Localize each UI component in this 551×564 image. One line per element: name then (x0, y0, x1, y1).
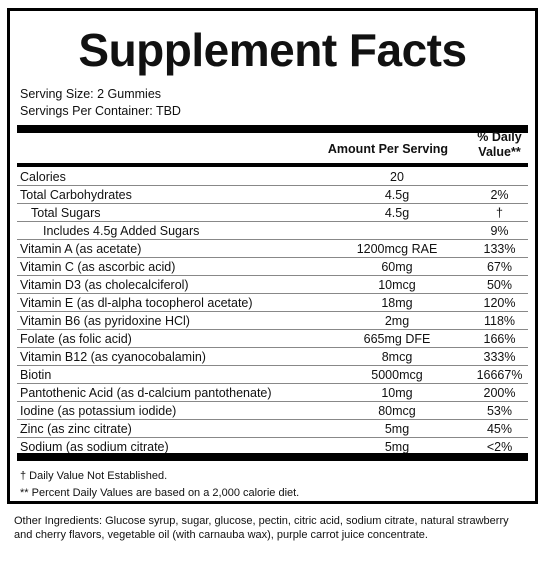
row-separator (17, 419, 528, 420)
nutrient-name: Vitamin E (as dl-alpha tocopherol acetat… (20, 296, 253, 310)
thick-divider-bottom (17, 453, 528, 461)
nutrient-name: Calories (20, 170, 66, 184)
nutrient-name: Iodine (as potassium iodide) (20, 404, 177, 418)
row-separator (17, 383, 528, 384)
nutrient-daily-value: 166% (483, 332, 516, 346)
row-separator (17, 293, 528, 294)
row-separator (17, 239, 528, 240)
nutrient-row: Sodium (as sodium citrate) 5mg <2% (17, 438, 528, 456)
nutrient-name: Vitamin B6 (as pyridoxine HCl) (20, 314, 190, 328)
row-separator (17, 437, 528, 438)
nutrient-amount: 4.5g (384, 188, 410, 202)
nutrient-daily-value: 67% (486, 260, 513, 274)
nutrient-daily-value: 2% (490, 188, 509, 202)
row-separator (17, 311, 528, 312)
nutrient-amount: 20 (390, 170, 404, 184)
supplement-facts-panel: Supplement Facts Serving Size: 2 Gummies… (7, 8, 538, 504)
row-separator (17, 185, 528, 186)
nutrient-amount: 5mg (384, 440, 410, 454)
panel-title: Supplement Facts (78, 24, 467, 76)
nutrient-name: Vitamin C (as ascorbic acid) (20, 260, 176, 274)
daily-value-header-line2: Value** (478, 145, 521, 159)
nutrient-name: Includes 4.5g Added Sugars (43, 224, 200, 238)
nutrient-amount: 1200mcg RAE (356, 242, 438, 256)
nutrient-name: Biotin (20, 368, 52, 382)
nutrient-amount: 10mcg (378, 278, 416, 292)
row-separator (17, 329, 528, 330)
nutrient-row: Pantothenic Acid (as d-calcium pantothen… (17, 384, 528, 402)
nutrient-row: Calories 20 (17, 168, 528, 186)
nutrient-row: Zinc (as zinc citrate) 5mg 45% (17, 420, 528, 438)
nutrient-amount: 2mg (384, 314, 410, 328)
nutrient-daily-value: 333% (483, 350, 516, 364)
nutrient-daily-value: 16667% (476, 368, 523, 382)
footnote-dagger: † Daily Value Not Established. (20, 470, 168, 482)
nutrient-amount: 60mg (381, 260, 413, 274)
nutrient-amount: 4.5g (384, 206, 410, 220)
nutrient-amount: 5mg (384, 422, 410, 436)
nutrient-row: Total Sugars 4.5g † (17, 204, 528, 222)
serving-size: Serving Size: 2 Gummies (20, 87, 162, 101)
footnote-percent: ** Percent Daily Values are based on a 2… (20, 487, 300, 499)
nutrient-amount: 18mg (381, 296, 413, 310)
servings-per-container: Servings Per Container: TBD (20, 104, 181, 118)
nutrient-amount: 5000mcg (371, 368, 423, 382)
medium-divider (17, 163, 528, 167)
row-separator (17, 203, 528, 204)
nutrient-daily-value: 53% (486, 404, 513, 418)
nutrient-row: Iodine (as potassium iodide) 80mcg 53% (17, 402, 528, 420)
nutrient-row: Vitamin C (as ascorbic acid) 60mg 67% (17, 258, 528, 276)
row-separator (17, 275, 528, 276)
thick-divider-top (17, 125, 528, 133)
nutrient-name: Folate (as folic acid) (20, 332, 132, 346)
row-separator (17, 347, 528, 348)
nutrient-daily-value: <2% (486, 440, 513, 454)
nutrient-amount: 8mcg (381, 350, 413, 364)
nutrient-amount: 80mcg (378, 404, 416, 418)
nutrient-name: Total Carbohydrates (20, 188, 132, 202)
nutrient-name: Zinc (as zinc citrate) (20, 422, 132, 436)
nutrient-row: Folate (as folic acid) 665mg DFE 166% (17, 330, 528, 348)
nutrient-daily-value: 200% (483, 386, 516, 400)
nutrient-row: Vitamin A (as acetate) 1200mcg RAE 133% (17, 240, 528, 258)
nutrient-name: Vitamin B12 (as cyanocobalamin) (20, 350, 206, 364)
nutrient-row: Vitamin B6 (as pyridoxine HCl) 2mg 118% (17, 312, 528, 330)
row-separator (17, 257, 528, 258)
nutrient-name: Vitamin D3 (as cholecalciferol) (20, 278, 189, 292)
nutrient-row: Vitamin B12 (as cyanocobalamin) 8mcg 333% (17, 348, 528, 366)
nutrient-daily-value: 133% (483, 242, 516, 256)
nutrient-row: Vitamin D3 (as cholecalciferol) 10mcg 50% (17, 276, 528, 294)
nutrient-name: Total Sugars (31, 206, 101, 220)
amount-per-serving-header: Amount Per Serving (327, 142, 449, 156)
nutrient-row: Biotin 5000mcg 16667% (17, 366, 528, 384)
nutrient-name: Sodium (as sodium citrate) (20, 440, 169, 454)
nutrient-daily-value: 50% (486, 278, 513, 292)
nutrient-row: Includes 4.5g Added Sugars 9% (17, 222, 528, 240)
other-ingredients: Other Ingredients: Glucose syrup, sugar,… (14, 515, 509, 541)
row-separator (17, 401, 528, 402)
nutrient-daily-value: 45% (486, 422, 513, 436)
nutrient-daily-value: 120% (483, 296, 516, 310)
nutrient-row: Vitamin E (as dl-alpha tocopherol acetat… (17, 294, 528, 312)
nutrient-daily-value: 9% (490, 224, 509, 238)
nutrient-amount: 10mg (381, 386, 413, 400)
nutrient-amount: 665mg DFE (363, 332, 431, 346)
nutrient-name: Vitamin A (as acetate) (20, 242, 142, 256)
nutrient-row: Total Carbohydrates 4.5g 2% (17, 186, 528, 204)
daily-value-header-line1: % Daily (477, 130, 522, 144)
row-separator (17, 365, 528, 366)
row-separator (17, 221, 528, 222)
nutrient-name: Pantothenic Acid (as d-calcium pantothen… (20, 386, 272, 400)
nutrient-daily-value: † (496, 206, 503, 220)
nutrient-daily-value: 118% (483, 314, 516, 328)
